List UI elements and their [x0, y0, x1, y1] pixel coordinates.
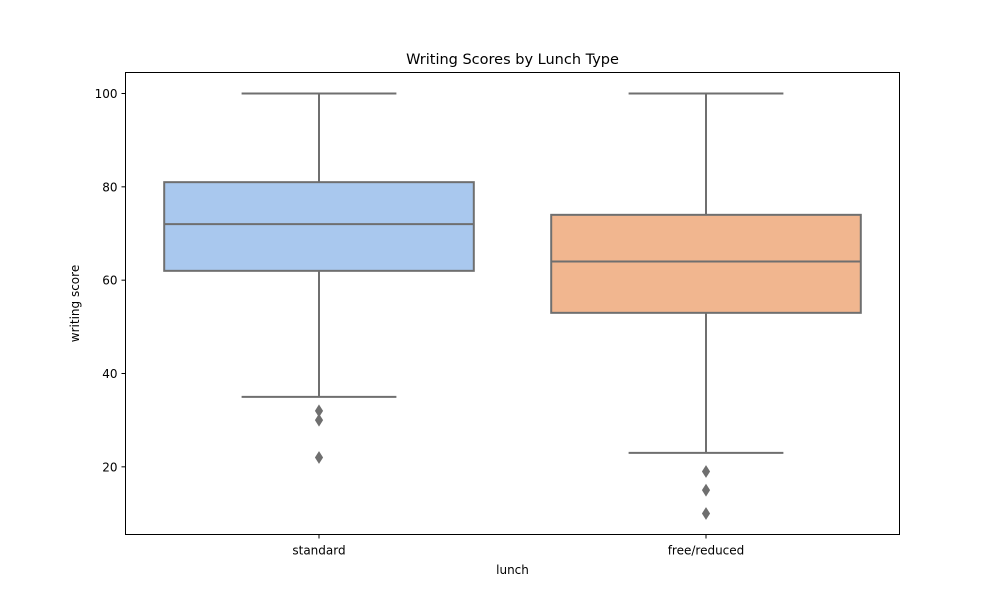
- y-axis-label: writing score: [68, 265, 82, 342]
- outlier-point: [701, 465, 711, 478]
- x-axis: standard free/reduced: [292, 534, 745, 558]
- plot-frame: [125, 72, 900, 535]
- outlier-point: [701, 507, 711, 520]
- outlier-point: [701, 483, 711, 497]
- y-tick-label: 80: [102, 180, 117, 194]
- x-tick-label: free/reduced: [668, 544, 745, 558]
- y-tick-label: 60: [102, 274, 117, 288]
- y-tick-label: 40: [102, 367, 117, 381]
- x-axis-label: lunch: [496, 563, 529, 577]
- outlier-point: [314, 413, 324, 427]
- outlier-point: [314, 451, 324, 464]
- box-group-standard: [163, 92, 475, 464]
- iqr-box: [163, 181, 475, 272]
- y-tick-label: 20: [102, 460, 117, 474]
- y-axis: 20 40 60 80 100: [95, 87, 126, 474]
- iqr-box: [550, 213, 862, 314]
- x-tick-label: standard: [292, 544, 345, 558]
- chart-title: Writing Scores by Lunch Type: [406, 52, 619, 68]
- plot-marks: [163, 92, 862, 520]
- box-group-free-reduced: [550, 92, 862, 520]
- y-tick-label: 100: [95, 87, 118, 101]
